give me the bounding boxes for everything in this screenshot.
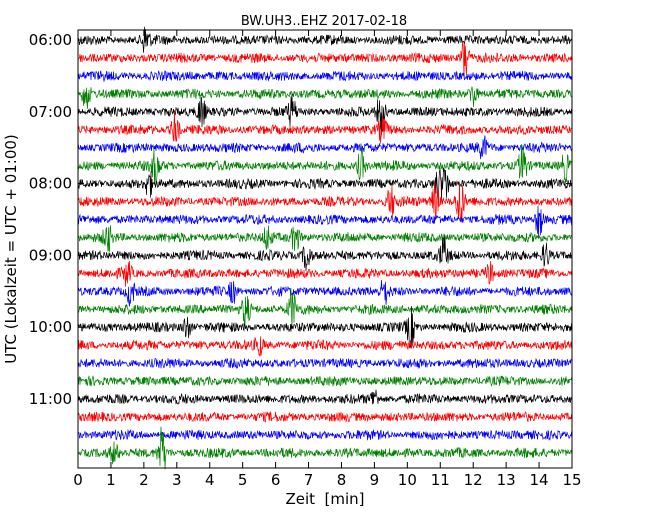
trace-row-11 <box>77 225 573 252</box>
trace-row-8 <box>77 167 573 201</box>
trace-row-10 <box>77 205 573 239</box>
y-tick-label: 09:00 <box>29 246 72 264</box>
x-tick-label: 10 <box>398 471 417 489</box>
trace-row-17 <box>77 336 573 357</box>
x-tick-label: 12 <box>464 471 483 489</box>
y-tick-label: 10:00 <box>29 318 72 336</box>
trace-row-14 <box>77 279 573 307</box>
trace-row-3 <box>77 86 573 109</box>
x-axis-label: Zeit [min] <box>285 490 364 508</box>
x-tick-label: 6 <box>271 471 281 489</box>
x-tick-label: 13 <box>497 471 516 489</box>
x-tick-label: 4 <box>205 471 215 489</box>
trace-row-1 <box>77 41 573 79</box>
trace-row-7 <box>77 143 573 186</box>
trace-row-20 <box>77 389 573 406</box>
trace-row-22 <box>77 429 573 441</box>
x-tick-label: 0 <box>73 471 83 489</box>
trace-row-6 <box>77 135 573 160</box>
trace-row-0 <box>77 26 573 53</box>
y-tick-label: 08:00 <box>29 175 72 193</box>
axes-frame <box>77 29 573 469</box>
trace-row-15 <box>78 288 573 329</box>
y-tick-label: 06:00 <box>29 31 72 49</box>
x-tick-label: 15 <box>562 471 581 489</box>
trace-row-2 <box>77 70 573 83</box>
y-axis-label: UTC (Lokalzeit = UTC + 01:00) <box>2 134 20 364</box>
x-tick-label: 5 <box>238 471 248 489</box>
trace-group <box>77 26 573 470</box>
chart-title: BW.UH3..EHZ 2017-02-18 <box>241 14 407 29</box>
y-tick-label: 07:00 <box>29 103 72 121</box>
trace-row-12 <box>77 235 573 271</box>
x-tick-label: 9 <box>370 471 380 489</box>
trace-row-16 <box>77 305 573 349</box>
trace-row-18 <box>77 357 573 370</box>
y-axis: 06:00 07:00 08:00 09:00 10:00 11:00 <box>29 31 572 408</box>
x-tick-label: 11 <box>431 471 450 489</box>
x-axis: 0 1 2 3 4 5 6 7 8 9 10 11 12 13 14 15 <box>73 30 582 489</box>
trace-row-4 <box>77 93 573 135</box>
trace-row-13 <box>77 260 573 287</box>
trace-row-23 <box>77 426 573 470</box>
x-tick-label: 1 <box>106 471 116 489</box>
x-tick-label: 3 <box>172 471 182 489</box>
x-tick-label: 2 <box>139 471 149 489</box>
trace-row-5 <box>77 110 573 144</box>
x-tick-label: 7 <box>304 471 314 489</box>
y-tick-label: 11:00 <box>29 390 72 408</box>
trace-row-19 <box>77 375 573 387</box>
trace-row-9 <box>77 181 573 223</box>
trace-row-21 <box>77 411 573 423</box>
x-tick-label: 8 <box>337 471 347 489</box>
x-tick-label: 14 <box>530 471 549 489</box>
